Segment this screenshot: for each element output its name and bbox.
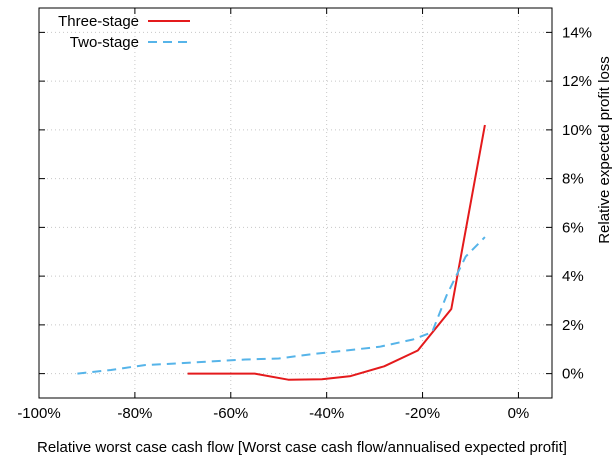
x-tick-label: -60%: [213, 405, 248, 422]
axis-ticks: -100% -80% -60% -40% -20% 0% 0% 2% 4% 6% 8% 10% 12% 1…: [17, 8, 592, 422]
gridlines: [38, 8, 552, 398]
x-tick-label: -100%: [17, 405, 60, 422]
series-lines: [77, 124, 486, 381]
y-tick-label: 10%: [562, 122, 592, 139]
x-tick-label: -20%: [405, 405, 440, 422]
y-axis-title: Relative expected profit loss: [596, 56, 613, 244]
y-tick-label: 4%: [562, 268, 584, 285]
y-tick-label: 8%: [562, 171, 584, 188]
x-axis-title: Relative worst case cash flow [Worst cas…: [37, 439, 567, 456]
x-tick-label: -80%: [117, 405, 152, 422]
y-tick-label: 6%: [562, 219, 584, 236]
series-line-three-stage: [187, 124, 486, 381]
legend-label-two-stage: Two-stage: [70, 34, 139, 51]
legend-label-three-stage: Three-stage: [58, 13, 139, 30]
y-tick-label: 14%: [562, 24, 592, 41]
y-tick-label: 12%: [562, 73, 592, 90]
legend: Three-stage Two-stage: [58, 13, 190, 51]
x-tick-label: 0%: [508, 405, 530, 422]
y-tick-label: 2%: [562, 317, 584, 334]
y-tick-label: 0%: [562, 366, 584, 383]
series-line-two-stage: [77, 236, 486, 375]
plot-frame: [38, 7, 553, 399]
x-tick-label: -40%: [309, 405, 344, 422]
